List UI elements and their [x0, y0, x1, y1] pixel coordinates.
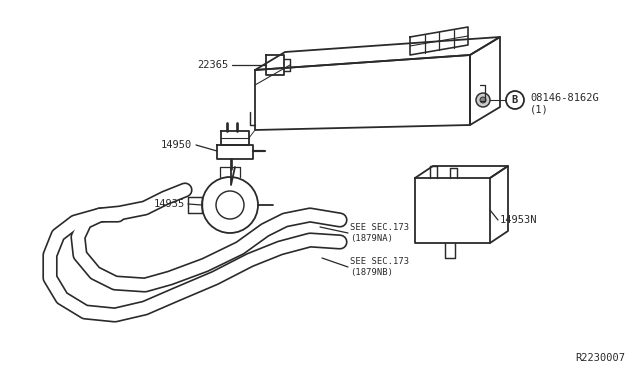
Text: 08146-8162G: 08146-8162G: [530, 93, 599, 103]
Text: SEE SEC.173: SEE SEC.173: [350, 257, 409, 266]
Text: 14935: 14935: [154, 199, 185, 209]
Text: (1879NA): (1879NA): [350, 234, 393, 243]
Text: B: B: [512, 95, 518, 105]
Circle shape: [476, 93, 490, 107]
Text: SEE SEC.173: SEE SEC.173: [350, 224, 409, 232]
Text: 14950: 14950: [161, 140, 192, 150]
Text: R2230007: R2230007: [575, 353, 625, 363]
Text: (1): (1): [530, 104, 548, 114]
Circle shape: [480, 97, 486, 103]
Text: 14953N: 14953N: [500, 215, 538, 225]
Text: (1879NB): (1879NB): [350, 267, 393, 276]
Text: 22365: 22365: [196, 60, 228, 70]
